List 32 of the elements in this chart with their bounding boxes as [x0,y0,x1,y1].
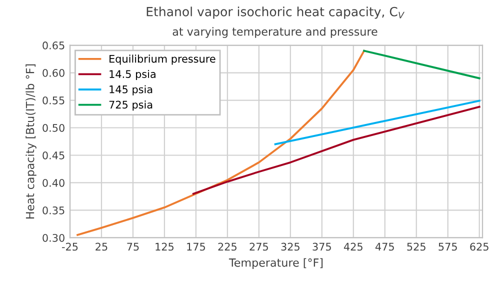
x-tick-label: 275 [250,242,268,251]
x-tick-label: 575 [438,242,457,251]
x-tick-label: 225 [218,242,236,251]
x-tick-label: 525 [407,242,426,251]
x-tick-label: 125 [156,242,174,251]
x-tick-label: 425 [344,242,362,251]
y-tick-label: 0.30 [42,234,64,242]
x-tick-label: 25 [96,242,108,251]
x-tick-label: 375 [312,242,331,251]
y-tick-label: 0.45 [42,151,64,160]
legend-label: 14.5 psia [110,70,156,80]
y-tick-label: 0.50 [42,124,64,132]
y-tick-label: 0.40 [42,178,64,187]
y-tick-label: 0.35 [42,206,64,214]
chart-title: Ethanol vapor isochoric heat capacity, C$_{V}$ [146,6,405,19]
x-tick-label: 75 [127,242,139,251]
legend-label: 725 psia [109,100,152,111]
line-series [192,106,480,195]
line-series [76,50,366,236]
chart-subtitle: at varying temperature and pressure [172,27,378,38]
y-tick-label: 0.60 [42,69,64,77]
legend-label: 145 psia [110,85,152,96]
x-tick-label: 175 [187,242,205,251]
y-tick-label: 0.65 [42,42,64,50]
x-axis-title: Temperature [°F] [228,258,323,269]
legend-label: Equilibrium pressure [110,54,216,65]
x-tick-label: 475 [375,242,394,251]
x-tick-label: 625 [470,242,488,251]
x-tick-label: -25 [62,242,78,251]
y-tick-label: 0.55 [42,96,64,104]
x-tick-label: 325 [281,242,300,251]
y-axis-title: Heat capacity [Btu(IT)/lb °F] [26,64,36,218]
